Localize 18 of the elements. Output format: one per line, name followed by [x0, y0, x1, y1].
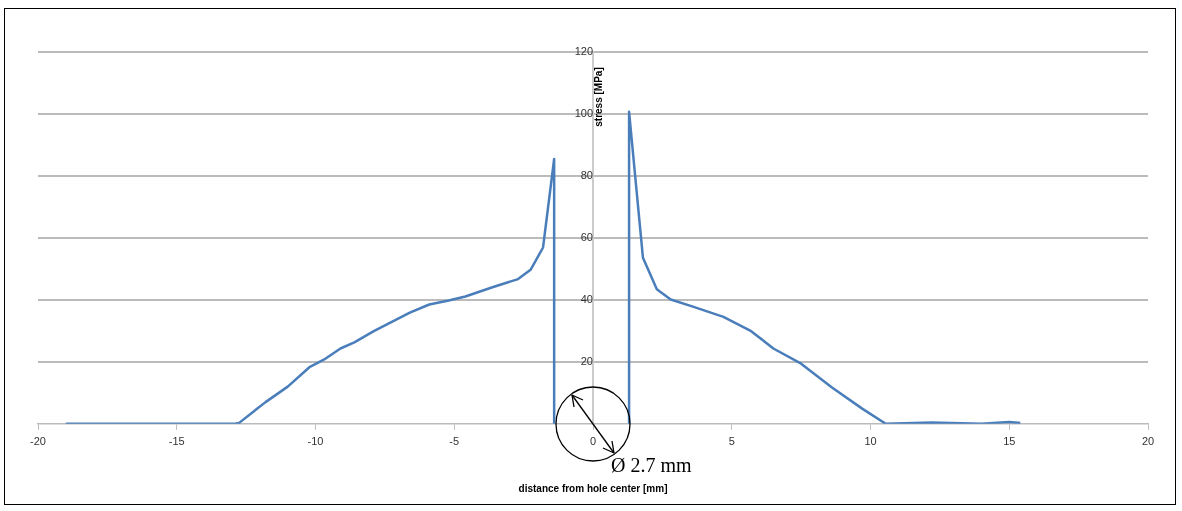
x-tick-label: 0	[589, 435, 597, 448]
x-tick-label: -5	[449, 435, 460, 448]
y-tick-label: 20	[580, 354, 593, 367]
y-tick-label: 100	[574, 107, 593, 119]
x-axis-title: distance from hole center [mm]	[518, 482, 668, 494]
text: Ø 2.7 mm	[611, 453, 692, 477]
x-tick-label: 15	[1003, 435, 1016, 448]
y-tick-label: 120	[574, 45, 593, 58]
x-tick-label: 20	[1141, 435, 1155, 448]
y-tick-label: 40	[580, 292, 593, 305]
y-tick-label: 60	[580, 230, 593, 243]
x-tick-label: -10	[307, 435, 324, 448]
x-tick-label: -20	[30, 435, 46, 448]
x-tick-label: 10	[864, 435, 877, 448]
x-tick-label: -15	[168, 435, 185, 448]
y-axis-title: stress [MPa]	[592, 67, 604, 127]
y-tick-label: 80	[580, 168, 593, 181]
x-tick-label: 5	[728, 435, 735, 448]
